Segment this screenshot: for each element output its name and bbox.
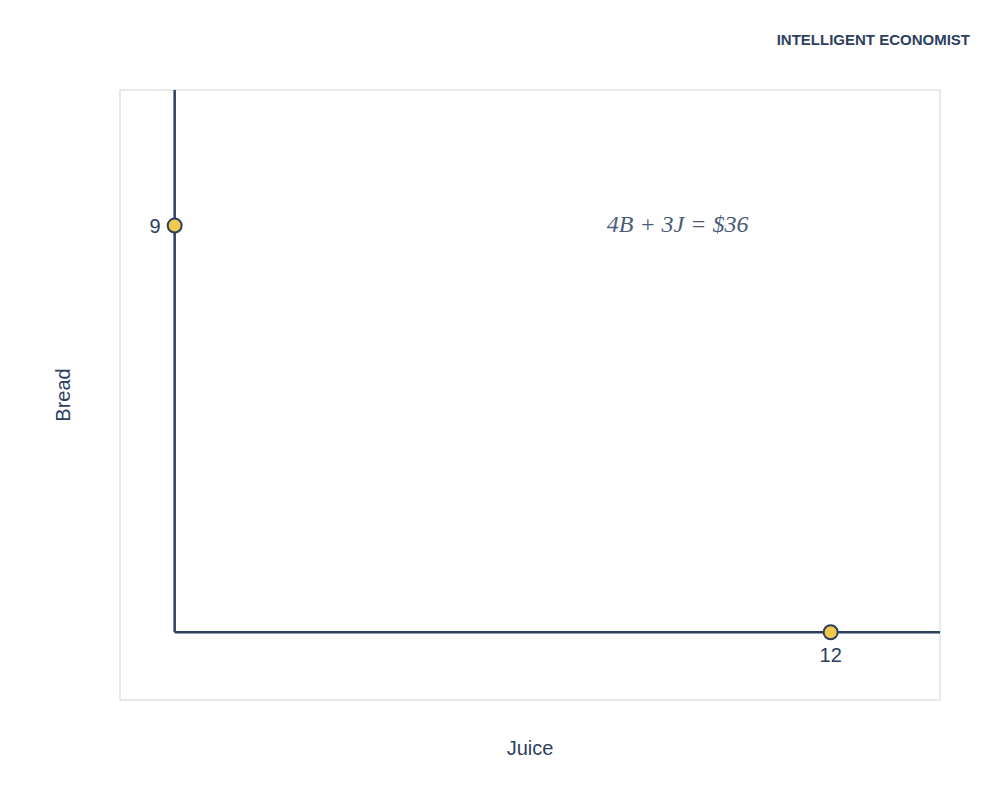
x-axis-label: Juice xyxy=(507,737,554,759)
watermark: INTELLIGENT ECONOMIST xyxy=(777,31,970,48)
y-tick-label: 9 xyxy=(150,215,161,237)
equation-annotation: 4B + 3J = $36 xyxy=(607,211,749,237)
chart-container: 12 9 Juice Bread 4B + 3J = $36 INTELLIGENT EC… xyxy=(0,0,1000,800)
plot-frame xyxy=(120,90,940,700)
points-group xyxy=(168,219,838,640)
point xyxy=(824,625,838,639)
chart-svg: 12 9 Juice Bread 4B + 3J = $36 INTELLIGENT EC… xyxy=(0,0,1000,800)
x-tick-label: 12 xyxy=(820,644,842,666)
y-axis-line xyxy=(173,90,176,632)
y-axis-label: Bread xyxy=(52,368,74,421)
point xyxy=(168,219,182,233)
